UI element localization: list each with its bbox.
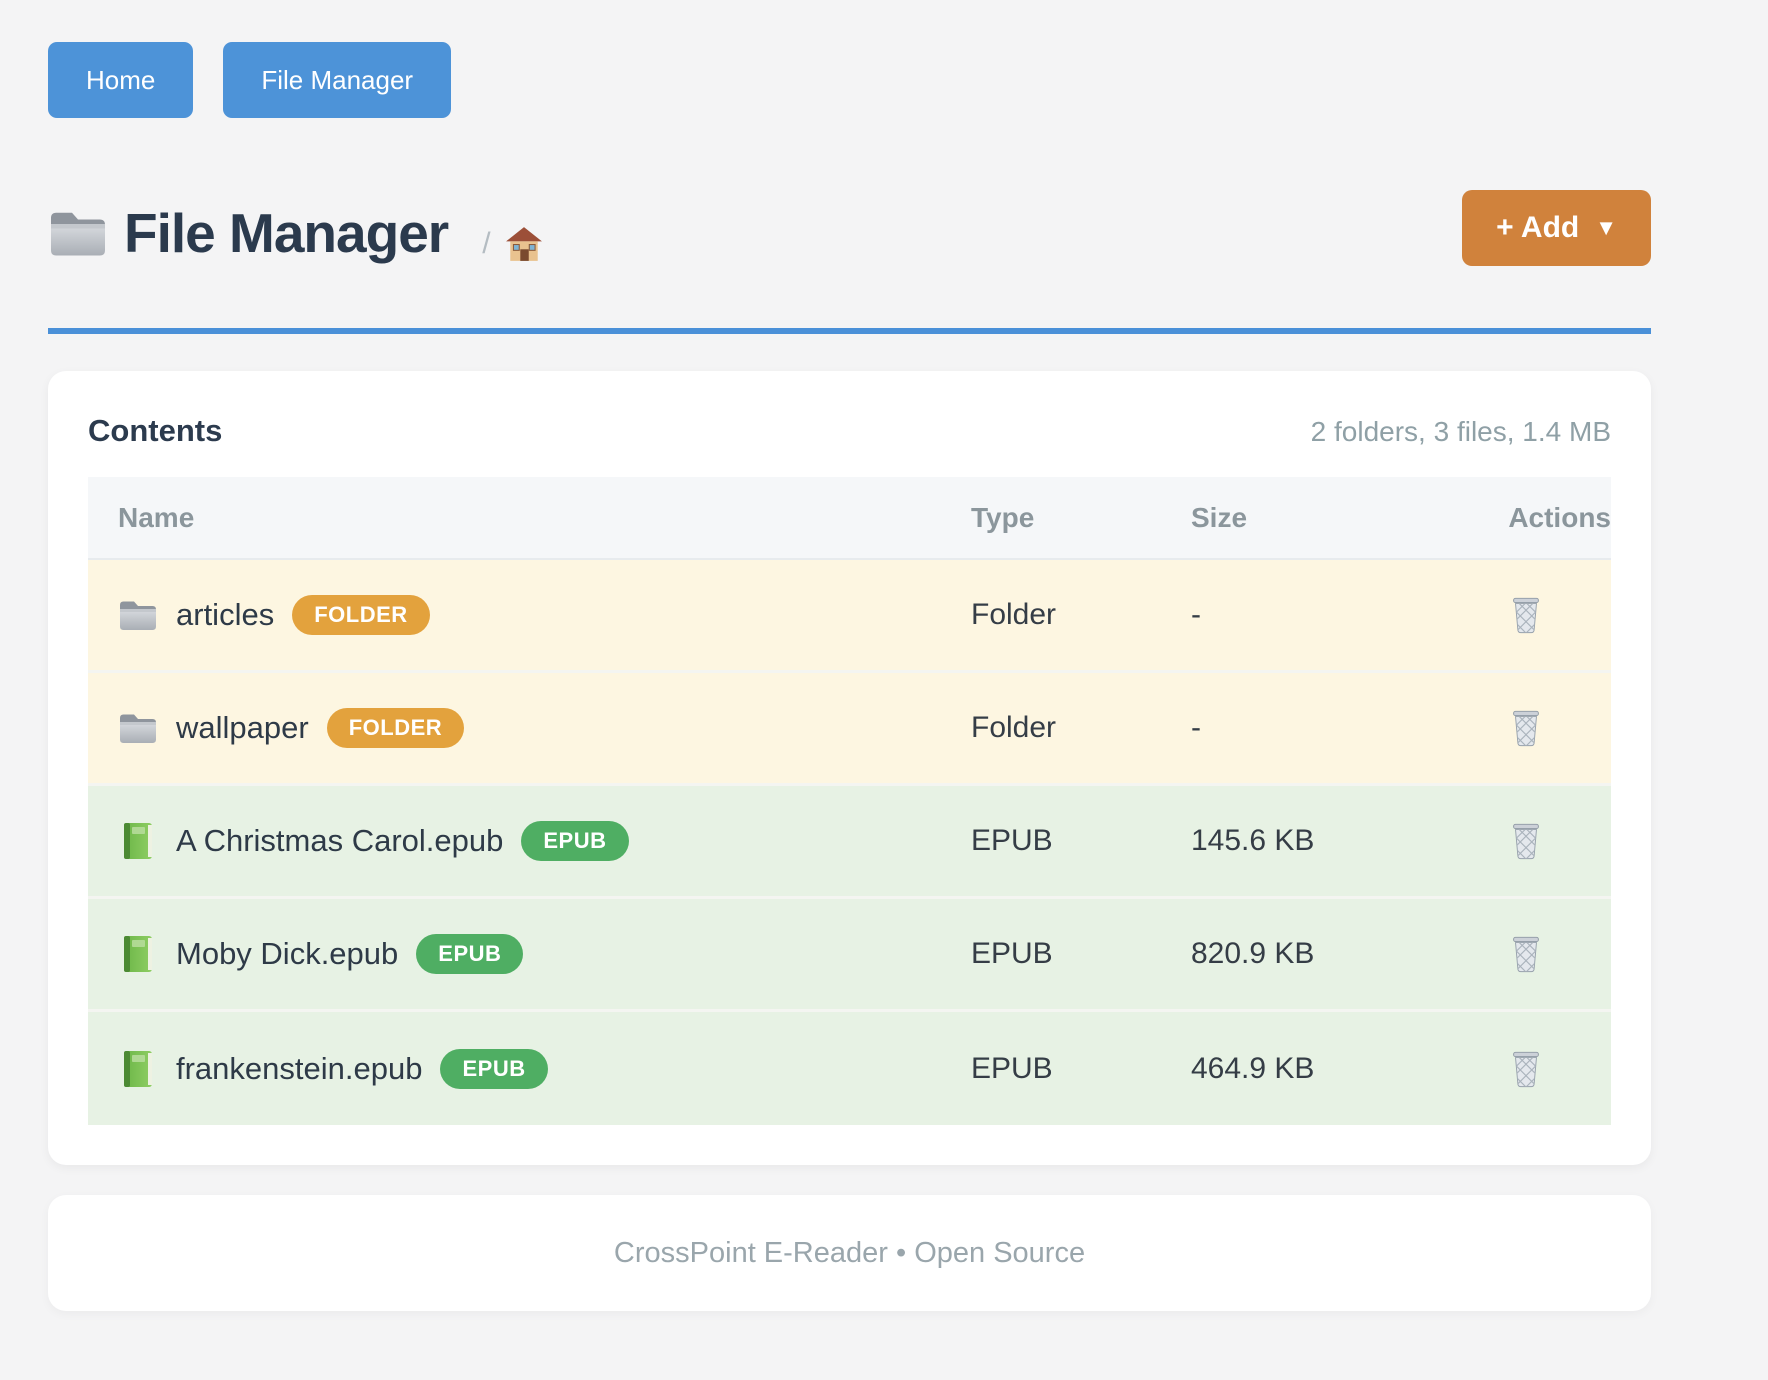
type-badge: FOLDER bbox=[326, 708, 465, 748]
add-button-label: + Add bbox=[1496, 211, 1580, 244]
house-icon[interactable] bbox=[505, 226, 543, 262]
column-header-type: Type bbox=[971, 501, 1035, 533]
actions-cell bbox=[1441, 708, 1611, 748]
footer: CrossPoint E-Reader • Open Source bbox=[48, 1195, 1651, 1311]
type-badge: EPUB bbox=[440, 1048, 548, 1089]
table-row[interactable]: frankenstein.epub EPUB EPUB 464.9 KB bbox=[88, 1012, 1611, 1125]
folder-icon bbox=[51, 212, 105, 256]
type-badge: EPUB bbox=[416, 934, 524, 974]
nav-file-manager-button[interactable]: File Manager bbox=[223, 42, 452, 118]
top-nav: Home File Manager bbox=[48, 0, 1651, 118]
file-name: A Christmas Carol.epub bbox=[176, 823, 504, 858]
file-name: frankenstein.epub bbox=[176, 1050, 423, 1086]
name-cell[interactable]: frankenstein.epub EPUB bbox=[88, 1048, 971, 1089]
contents-card-header: Contents 2 folders, 3 files, 1.4 MB bbox=[88, 413, 1611, 449]
actions-cell bbox=[1441, 595, 1611, 635]
header-divider bbox=[48, 328, 1651, 334]
name-cell[interactable]: wallpaper FOLDER bbox=[88, 708, 971, 748]
actions-cell bbox=[1441, 1049, 1611, 1089]
table-row[interactable]: A Christmas Carol.epub EPUB EPUB 145.6 K… bbox=[88, 786, 1611, 899]
file-name: articles bbox=[176, 597, 275, 632]
type-cell: Folder bbox=[971, 711, 1057, 744]
page-container: Home File Manager File Manager / + Add ▼ bbox=[48, 0, 1651, 1311]
actions-cell bbox=[1441, 821, 1611, 861]
actions-cell bbox=[1441, 934, 1611, 974]
trash-icon bbox=[1513, 597, 1539, 634]
folder-icon bbox=[120, 714, 156, 743]
nav-home-button[interactable]: Home bbox=[48, 42, 194, 118]
book-icon bbox=[124, 936, 152, 972]
contents-summary: 2 folders, 3 files, 1.4 MB bbox=[1310, 416, 1611, 447]
file-name: Moby Dick.epub bbox=[176, 936, 399, 971]
name-cell[interactable]: A Christmas Carol.epub EPUB bbox=[88, 821, 971, 861]
size-cell: 464.9 KB bbox=[1191, 1051, 1315, 1085]
trash-icon bbox=[1513, 710, 1539, 747]
delete-button[interactable] bbox=[1508, 821, 1544, 861]
contents-heading: Contents bbox=[88, 413, 223, 448]
table-header-row: Name Type Size Actions bbox=[88, 477, 1611, 560]
column-header-size: Size bbox=[1191, 501, 1248, 533]
column-header-actions: Actions bbox=[1508, 501, 1611, 533]
delete-button[interactable] bbox=[1508, 708, 1544, 748]
book-icon bbox=[124, 1050, 152, 1087]
page-header: File Manager / + Add ▼ bbox=[48, 190, 1651, 274]
file-table: Name Type Size Actions articles FOLDER F… bbox=[88, 477, 1611, 1125]
size-cell: - bbox=[1191, 598, 1201, 631]
table-row[interactable]: Moby Dick.epub EPUB EPUB 820.9 KB bbox=[88, 899, 1611, 1012]
size-cell: 820.9 KB bbox=[1191, 937, 1315, 970]
book-icon bbox=[124, 823, 152, 859]
folder-icon bbox=[120, 601, 156, 630]
contents-card: Contents 2 folders, 3 files, 1.4 MB Name… bbox=[48, 371, 1651, 1165]
footer-text: CrossPoint E-Reader • Open Source bbox=[613, 1236, 1086, 1269]
type-cell: EPUB bbox=[971, 1051, 1053, 1085]
name-cell[interactable]: Moby Dick.epub EPUB bbox=[88, 934, 971, 974]
trash-icon bbox=[1513, 1051, 1539, 1087]
breadcrumb-separator: / bbox=[482, 227, 491, 260]
page-title: File Manager bbox=[124, 202, 449, 264]
type-cell: Folder bbox=[971, 598, 1057, 631]
chevron-down-icon: ▼ bbox=[1595, 215, 1617, 240]
table-row[interactable]: wallpaper FOLDER Folder - bbox=[88, 673, 1611, 786]
file-name: wallpaper bbox=[176, 710, 309, 745]
column-header-name: Name bbox=[118, 501, 195, 533]
size-cell: - bbox=[1191, 711, 1201, 744]
type-cell: EPUB bbox=[971, 937, 1053, 970]
trash-icon bbox=[1513, 823, 1539, 860]
name-cell[interactable]: articles FOLDER bbox=[88, 595, 971, 635]
type-badge: FOLDER bbox=[292, 595, 430, 635]
delete-button[interactable] bbox=[1508, 1049, 1544, 1089]
delete-button[interactable] bbox=[1508, 934, 1544, 974]
delete-button[interactable] bbox=[1508, 595, 1544, 635]
type-badge: EPUB bbox=[521, 821, 629, 861]
size-cell: 145.6 KB bbox=[1191, 824, 1315, 857]
breadcrumb: / bbox=[482, 226, 542, 262]
add-button[interactable]: + Add ▼ bbox=[1462, 190, 1651, 266]
trash-icon bbox=[1513, 936, 1539, 973]
table-row[interactable]: articles FOLDER Folder - bbox=[88, 560, 1611, 673]
type-cell: EPUB bbox=[971, 824, 1053, 857]
